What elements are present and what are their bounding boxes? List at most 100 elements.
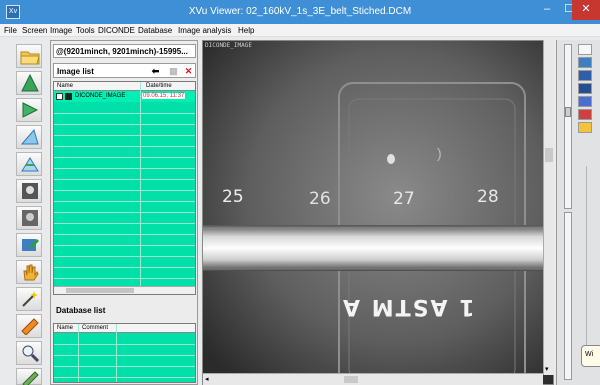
column-divider — [78, 324, 79, 382]
grid-line — [54, 366, 195, 367]
right-panel — [556, 40, 600, 385]
image-list-hscrollbar[interactable] — [54, 286, 195, 294]
viewer-vscrollbar[interactable]: ▾ — [543, 40, 554, 375]
hand-pan-icon[interactable] — [16, 260, 42, 284]
grid-line — [54, 168, 195, 169]
row-date: 09.06.15, 11:37 — [142, 93, 186, 99]
grid-line — [54, 190, 195, 191]
grid-line — [54, 223, 195, 224]
column-datetime[interactable]: Date/time — [146, 83, 172, 89]
grid-line — [54, 113, 195, 114]
triangle-blue-icon[interactable] — [16, 125, 42, 149]
grid-line — [54, 234, 195, 235]
close-button[interactable]: ✕ — [572, 0, 600, 20]
hscroll-thumb[interactable] — [66, 288, 134, 293]
image-list-header: Image list ⬅ ▦ ✕ — [53, 63, 196, 78]
database-list-header: Database list — [53, 303, 196, 318]
column-divider — [140, 82, 141, 286]
grid-line — [54, 212, 195, 213]
database-list-header-row: Name Comment — [54, 324, 195, 333]
column-divider — [116, 324, 117, 382]
menu-image-analysis[interactable]: Image analysis — [178, 26, 232, 35]
menu-diconde[interactable]: DICONDE — [98, 26, 135, 35]
database-list-table[interactable]: Name Comment — [53, 323, 196, 383]
menu-help[interactable]: Help — [238, 26, 255, 35]
grid-line — [54, 377, 195, 378]
column-db-name[interactable]: Name — [57, 325, 74, 331]
grid-line — [54, 344, 195, 345]
vscroll-thumb[interactable] — [545, 148, 553, 162]
histogram-dark-icon[interactable] — [578, 83, 592, 94]
ruler-icon[interactable] — [16, 314, 42, 338]
menu-image[interactable]: Image — [50, 26, 73, 35]
image-list-table[interactable]: Name Date/time DICONDE_IMAGE 09.06.15, 1… — [53, 81, 196, 295]
level-slider[interactable] — [564, 44, 572, 209]
hscroll-thumb[interactable] — [344, 376, 358, 383]
image-list-header-row: Name Date/time — [54, 82, 195, 91]
image-label: DICONDE_IMAGE — [205, 42, 252, 49]
database-list-title: Database list — [56, 306, 106, 315]
grid-line — [54, 124, 195, 125]
ruler-number: 26 — [309, 189, 331, 209]
triangle-scale-icon[interactable] — [16, 152, 42, 176]
grid-line — [54, 201, 195, 202]
portrait-edit-icon[interactable] — [16, 206, 42, 230]
menu-tools[interactable]: Tools — [76, 26, 95, 35]
trapezoid-icon[interactable] — [16, 71, 42, 95]
small-mark: ) — [437, 145, 442, 161]
menu-bar: File Screen Image Tools DICONDE Database… — [0, 24, 600, 37]
scroll-down-icon[interactable]: ▾ — [545, 366, 549, 373]
app-icon: Xv — [6, 5, 20, 19]
pencil-icon[interactable] — [16, 368, 42, 385]
row-checkbox[interactable] — [56, 93, 63, 100]
viewer-hscrollbar[interactable]: ◂ — [203, 373, 543, 385]
portrait-icon[interactable] — [16, 179, 42, 203]
play-icon[interactable] — [16, 98, 42, 122]
histogram-blue-icon[interactable] — [578, 70, 592, 81]
image-path-field[interactable]: @(9201minch, 9201minch)-15995... — [53, 44, 196, 58]
grid-view-icon[interactable]: ▦ — [169, 66, 178, 76]
lightning-icon[interactable] — [578, 122, 592, 133]
back-arrow-icon[interactable]: ⬅ — [151, 66, 160, 76]
floppy-icon — [65, 93, 72, 100]
menu-file[interactable]: File — [4, 26, 17, 35]
stamp-text: 1 ASTM A — [341, 294, 475, 319]
image-panel: @(9201minch, 9201minch)-15995... Image l… — [50, 40, 198, 385]
histogram-icon[interactable] — [578, 57, 592, 68]
row-name: DICONDE_IMAGE — [75, 93, 126, 99]
delete-icon[interactable]: ✕ — [184, 66, 193, 76]
image-list-title: Image list — [57, 67, 94, 76]
left-toolbar — [12, 40, 48, 385]
menu-database[interactable]: Database — [138, 26, 173, 35]
tooltip: Wi — [581, 345, 600, 367]
ruler-number: 28 — [477, 187, 499, 207]
grid-line — [54, 256, 195, 257]
grid-line — [54, 157, 195, 158]
maximize-button[interactable]: ☐ — [564, 3, 574, 15]
grid-line — [54, 245, 195, 246]
magnifier-icon[interactable] — [16, 341, 42, 365]
ruler-number: 27 — [393, 189, 415, 209]
magic-wand-icon[interactable] — [16, 287, 42, 311]
warning-icon[interactable] — [578, 109, 592, 120]
grid-line — [54, 135, 195, 136]
ruler-number: 25 — [222, 187, 244, 207]
grid-line — [54, 355, 195, 356]
folder-open-icon[interactable] — [16, 44, 42, 68]
table-row[interactable]: DICONDE_IMAGE 09.06.15, 11:37 — [54, 91, 195, 102]
scroll-left-icon[interactable]: ◂ — [205, 376, 209, 383]
filter-icon[interactable] — [578, 96, 592, 107]
title-bar[interactable]: Xv XVu Viewer: 02_160kV_1s_3E_belt_Stich… — [0, 0, 600, 24]
column-name[interactable]: Name — [57, 83, 74, 89]
export-screen-icon[interactable] — [16, 233, 42, 257]
grid-line — [54, 146, 195, 147]
menu-screen[interactable]: Screen — [22, 26, 48, 35]
grid-line — [54, 267, 195, 268]
window-slider[interactable] — [564, 212, 572, 380]
cursor-icon[interactable] — [578, 44, 592, 55]
slider-thumb[interactable] — [565, 107, 571, 117]
divider — [586, 166, 587, 366]
column-comment[interactable]: Comment — [82, 325, 109, 331]
image-viewer[interactable]: DICONDE_IMAGE 25 26 27 28 ) 1 ASTM A — [202, 40, 554, 385]
minimize-button[interactable]: – — [543, 3, 551, 15]
